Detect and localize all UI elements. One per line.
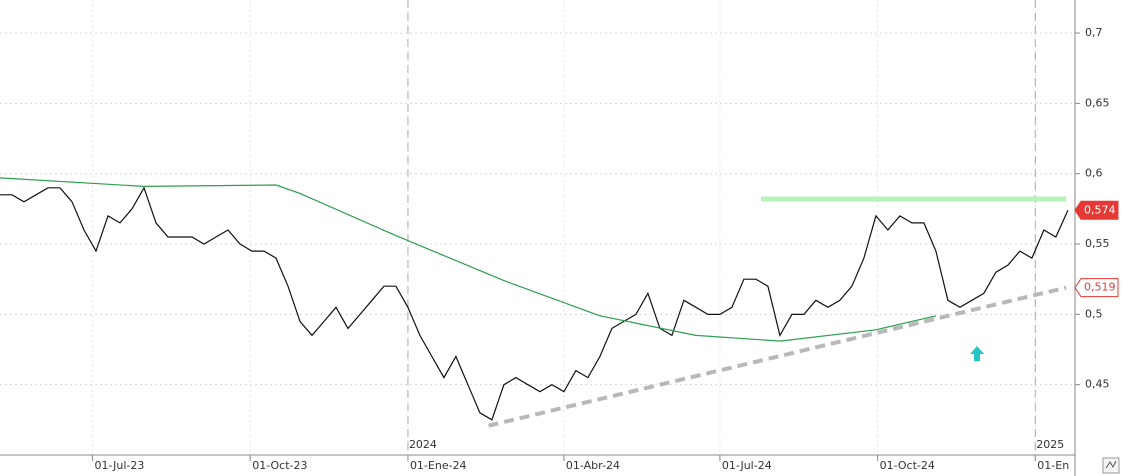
year-label: 2024 [409,438,437,451]
y-tick-label: 0,5 [1085,307,1103,320]
price-marker-label: 0,519 [1084,281,1116,294]
icon-frame[interactable] [1102,457,1120,474]
year-label: 2025 [1036,438,1064,451]
series-line [0,177,937,342]
x-tick-label: 01-Ene-24 [410,459,467,472]
x-tick-label: 01-Abr-24 [566,459,620,472]
price-marker-label: 0,574 [1084,203,1116,216]
icon-glyph [1105,460,1117,469]
x-tick-label: 01-Jul-23 [95,459,145,472]
y-tick-label: 0,6 [1085,167,1103,180]
y-tick-label: 0,65 [1085,96,1110,109]
y-tick-label: 0,55 [1085,237,1110,250]
y-tick-label: 0,7 [1085,26,1103,39]
series-line [488,285,1067,428]
y-tick-label: 0,45 [1085,378,1110,391]
settings-icon[interactable] [1102,457,1120,474]
plot [0,177,1069,428]
grid [0,0,1075,455]
series-line [0,186,1069,421]
up-arrow [970,346,984,361]
price-marker [1074,200,1119,220]
x-tick-label: 01-Oct-24 [880,459,935,472]
price-marker [1074,278,1119,298]
x-tick-label: 01-En [1037,459,1069,472]
x-tick-label: 01-Oct-23 [252,459,307,472]
x-tick-label: 01-Jul-24 [722,459,772,472]
